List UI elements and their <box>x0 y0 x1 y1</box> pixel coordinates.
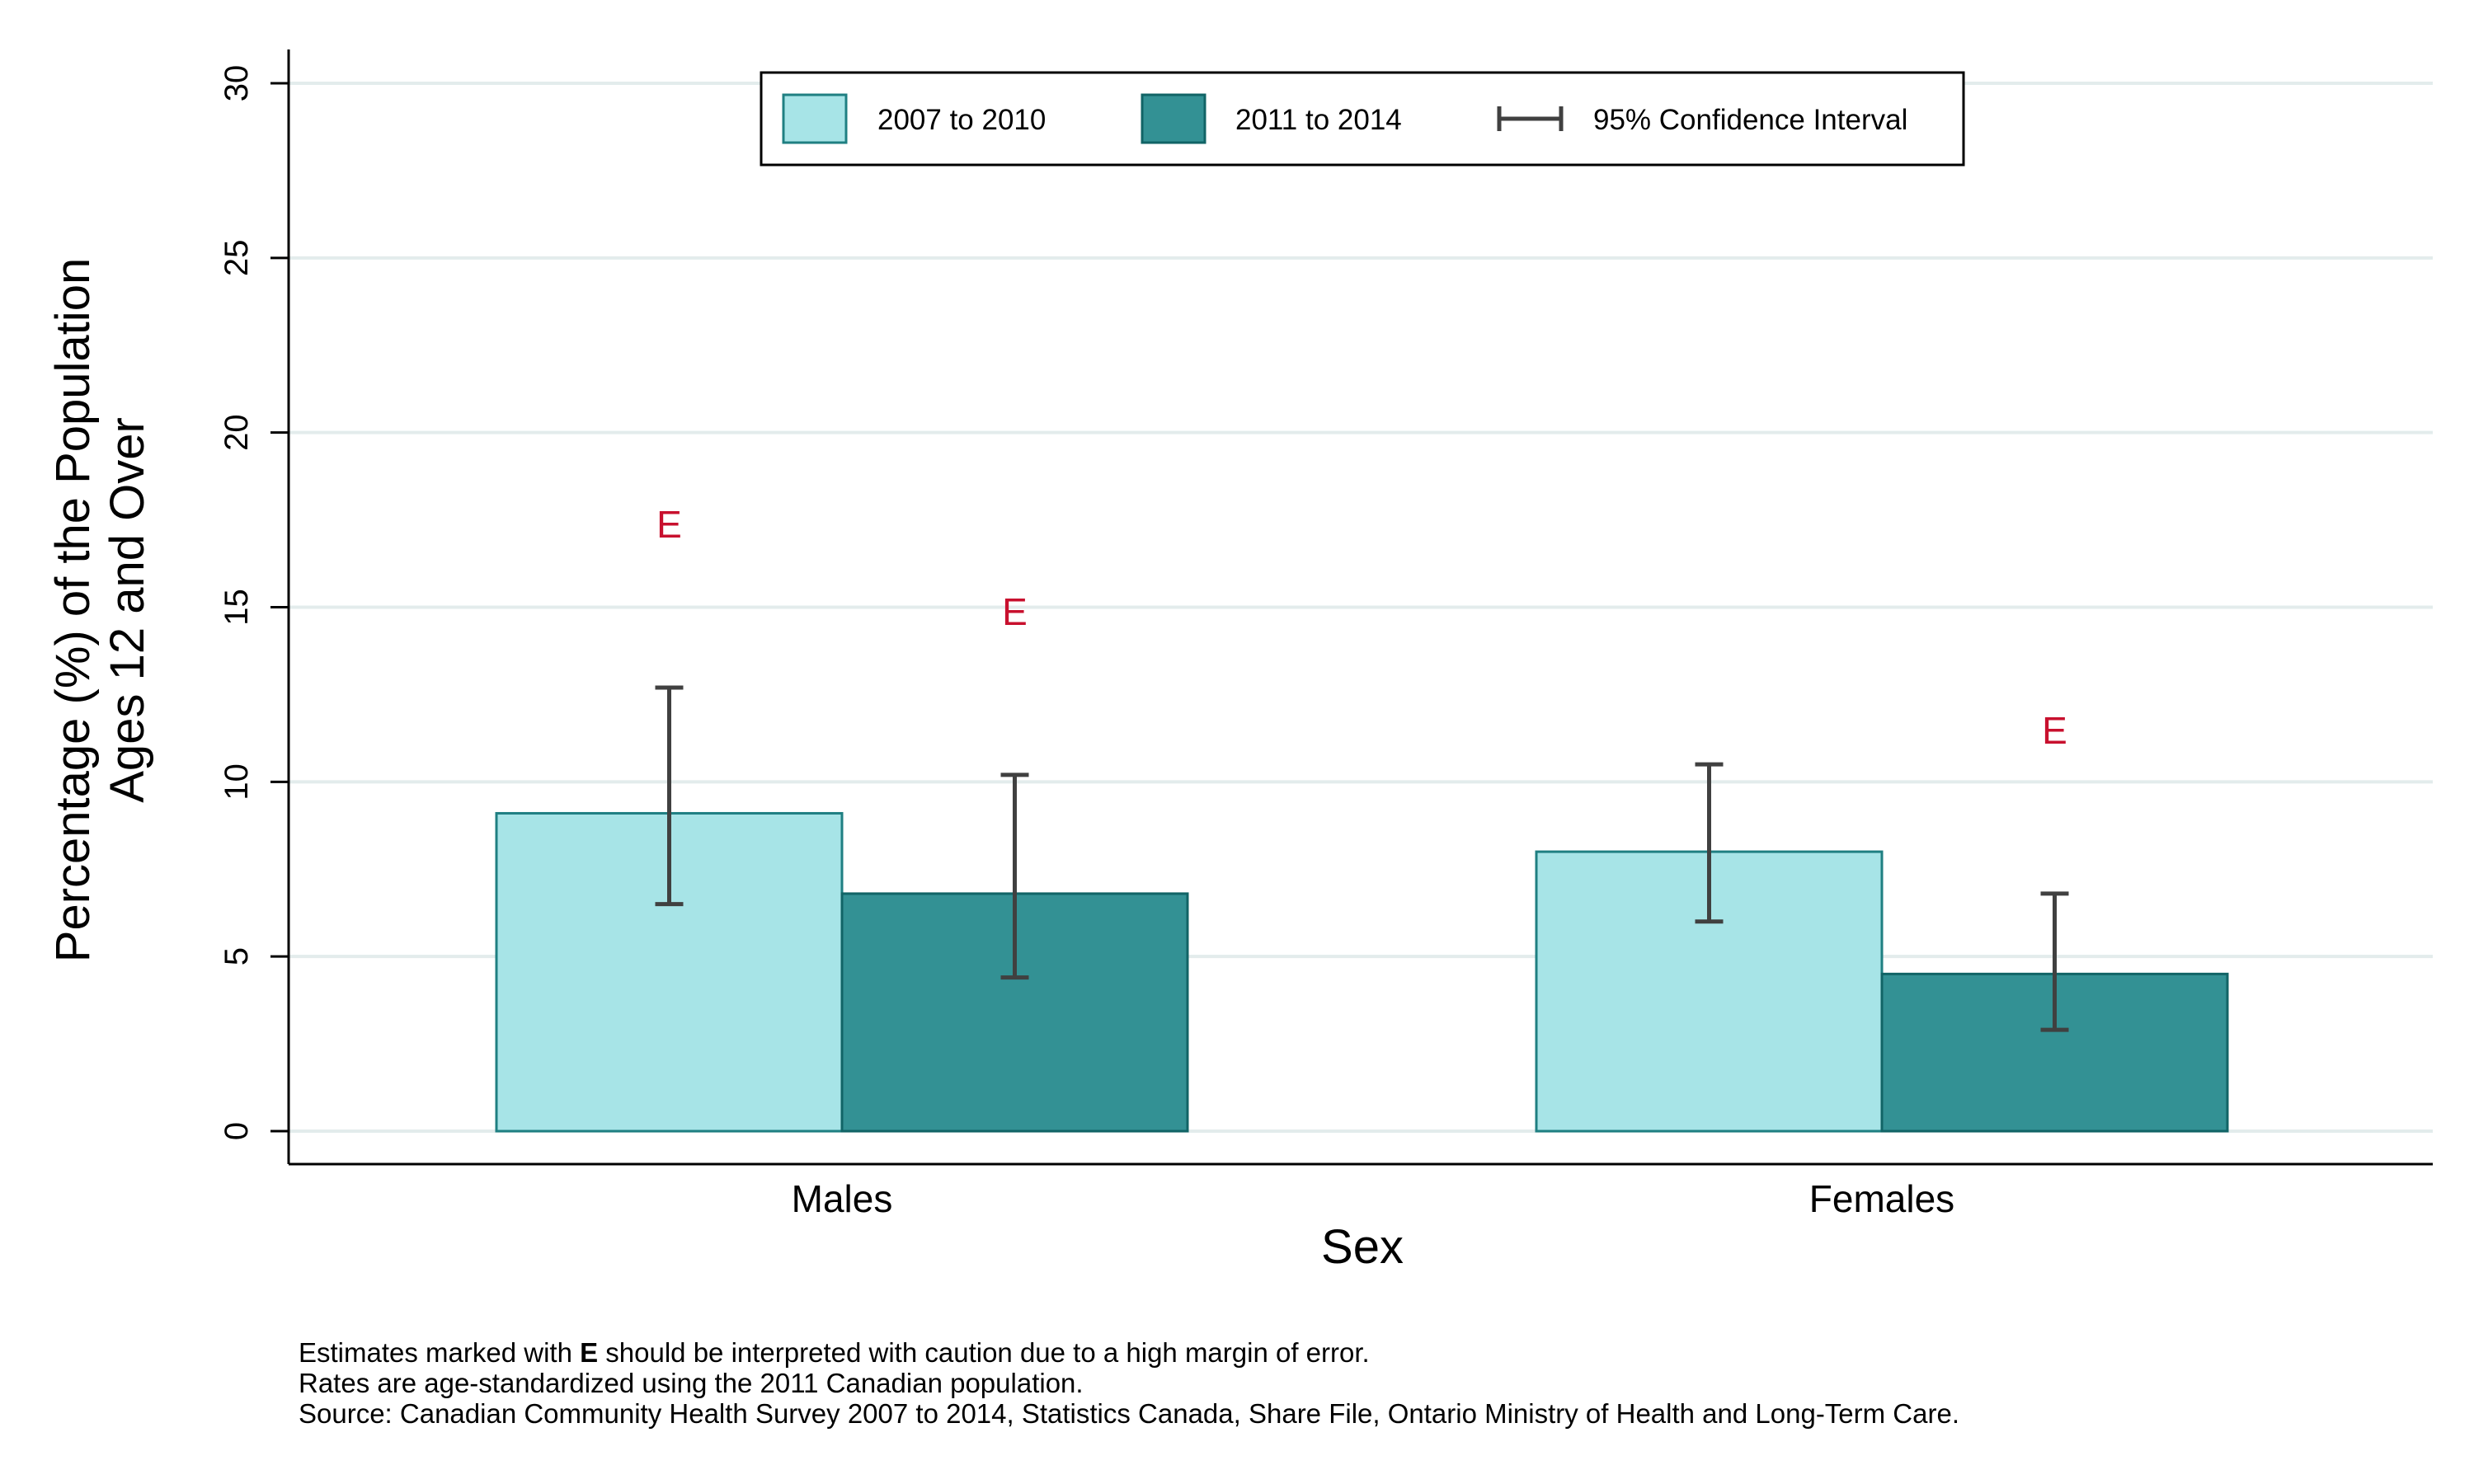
y-tick-label: 5 <box>219 947 255 965</box>
legend-swatch-series-1 <box>782 93 848 144</box>
footnotes: Estimates marked with E should be interp… <box>299 1337 1959 1429</box>
estimate-flag: E <box>2042 709 2067 752</box>
y-axis-title-line-1: Percentage (%) of the Population <box>46 258 100 962</box>
y-tick-label: 10 <box>219 763 255 801</box>
bars <box>495 811 2229 1133</box>
y-tick-label: 20 <box>219 414 255 451</box>
y-tick-label: 30 <box>219 65 255 102</box>
legend-label-series-1: 2007 to 2010 <box>877 104 1046 136</box>
x-axis-title: Sex <box>1321 1220 1404 1274</box>
y-axis-title: Percentage (%) of the Population Ages 12… <box>46 258 154 962</box>
footnote-line-1: Estimates marked with E should be interp… <box>299 1337 1370 1368</box>
footnote-line-1-suffix: should be interpreted with caution due t… <box>598 1337 1370 1368</box>
error-bars <box>655 685 2069 1032</box>
y-tick-label: 25 <box>219 240 255 277</box>
footnote-line-2: Rates are age-standardized using the 201… <box>299 1368 1084 1398</box>
legend-label-series-2: 2011 to 2014 <box>1235 104 1402 136</box>
x-category-label: Males <box>792 1177 893 1220</box>
legend-ci-icon <box>1497 106 1564 131</box>
estimate-flag: E <box>1002 590 1028 633</box>
y-tick-label: 15 <box>219 589 255 626</box>
estimate-flags: E E E <box>656 503 2067 752</box>
x-category-labels: Males Females <box>792 1177 1955 1220</box>
axes <box>270 49 2433 1166</box>
legend-label-ci: 95% Confidence Interval <box>1593 104 1907 136</box>
legend-box <box>760 71 1965 167</box>
legend-swatch-series-2 <box>1141 93 1206 144</box>
y-axis-title-line-2: Ages 12 and Over <box>101 417 154 803</box>
y-tick-label: 0 <box>219 1122 255 1140</box>
x-category-label: Females <box>1809 1177 1954 1220</box>
footnote-line-1-prefix: Estimates marked with <box>299 1337 580 1368</box>
footnote-line-1-bold: E <box>580 1337 598 1368</box>
y-tick-labels: 0 5 10 15 20 25 30 <box>219 65 255 1140</box>
footnote-line-3: Source: Canadian Community Health Survey… <box>299 1398 1959 1429</box>
estimate-flag: E <box>656 503 682 546</box>
legend: 2007 to 2010 2011 to 2014 95% Confidence… <box>760 71 1965 167</box>
